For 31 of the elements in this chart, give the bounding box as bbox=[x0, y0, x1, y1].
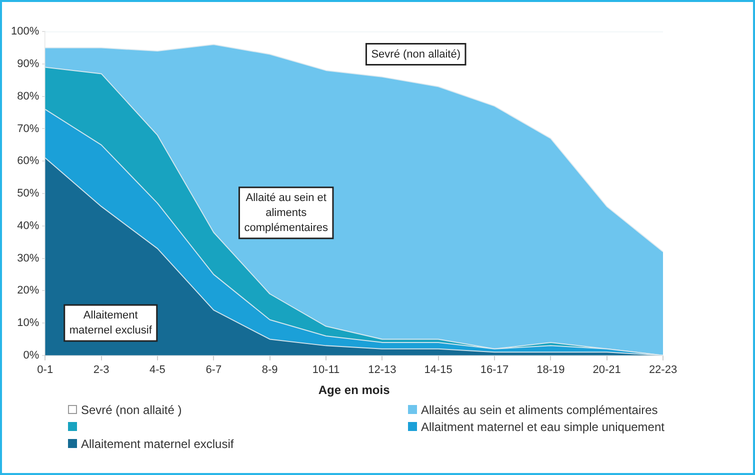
y-tick-label: 60% bbox=[17, 155, 40, 168]
x-tick-label: 14-15 bbox=[424, 364, 452, 376]
x-tick-label: 0-1 bbox=[37, 364, 54, 376]
y-tick-label: 10% bbox=[17, 317, 40, 330]
annotation: Sevré (non allaité) bbox=[371, 48, 460, 60]
y-tick-label: 30% bbox=[17, 252, 40, 264]
annotation: Allaité au sein et aliments complémentaires bbox=[244, 192, 328, 234]
y-tick-label: 40% bbox=[17, 220, 40, 232]
x-tick-label: 4-5 bbox=[150, 364, 166, 376]
y-tick-label: 20% bbox=[17, 284, 40, 297]
y-tick-label: 50% bbox=[17, 188, 40, 200]
x-tick-label: 12-13 bbox=[368, 364, 396, 376]
x-tick-label: 16-17 bbox=[480, 364, 509, 376]
x-tick-label: 22-23 bbox=[648, 364, 678, 376]
y-tick-label: 100% bbox=[10, 26, 40, 38]
legend-label: Sevré (non allaité ) bbox=[81, 402, 182, 416]
legend-label: Allaitment maternel et eau simple uniquement bbox=[421, 420, 664, 434]
x-axis-title: Age en mois bbox=[318, 383, 390, 398]
x-tick-label: 20-21 bbox=[592, 364, 621, 376]
legend-label: Allaitement maternel exclusif bbox=[81, 436, 234, 450]
x-tick-label: 6-7 bbox=[206, 364, 222, 376]
y-tick-label: 80% bbox=[17, 90, 40, 102]
x-tick-label: 10-11 bbox=[312, 364, 340, 376]
x-tick-label: 2-3 bbox=[93, 364, 110, 376]
y-tick-label: 70% bbox=[17, 122, 40, 135]
annotation: Allaitement maternel exclusif bbox=[69, 310, 153, 337]
x-tick-label: 8-9 bbox=[262, 364, 278, 376]
y-tick-label: 0% bbox=[23, 349, 40, 362]
x-tick-label: 18-19 bbox=[536, 364, 565, 376]
legend-label: Allaités au sein et aliments complémentaires bbox=[421, 402, 658, 416]
y-tick-label: 90% bbox=[17, 58, 40, 70]
